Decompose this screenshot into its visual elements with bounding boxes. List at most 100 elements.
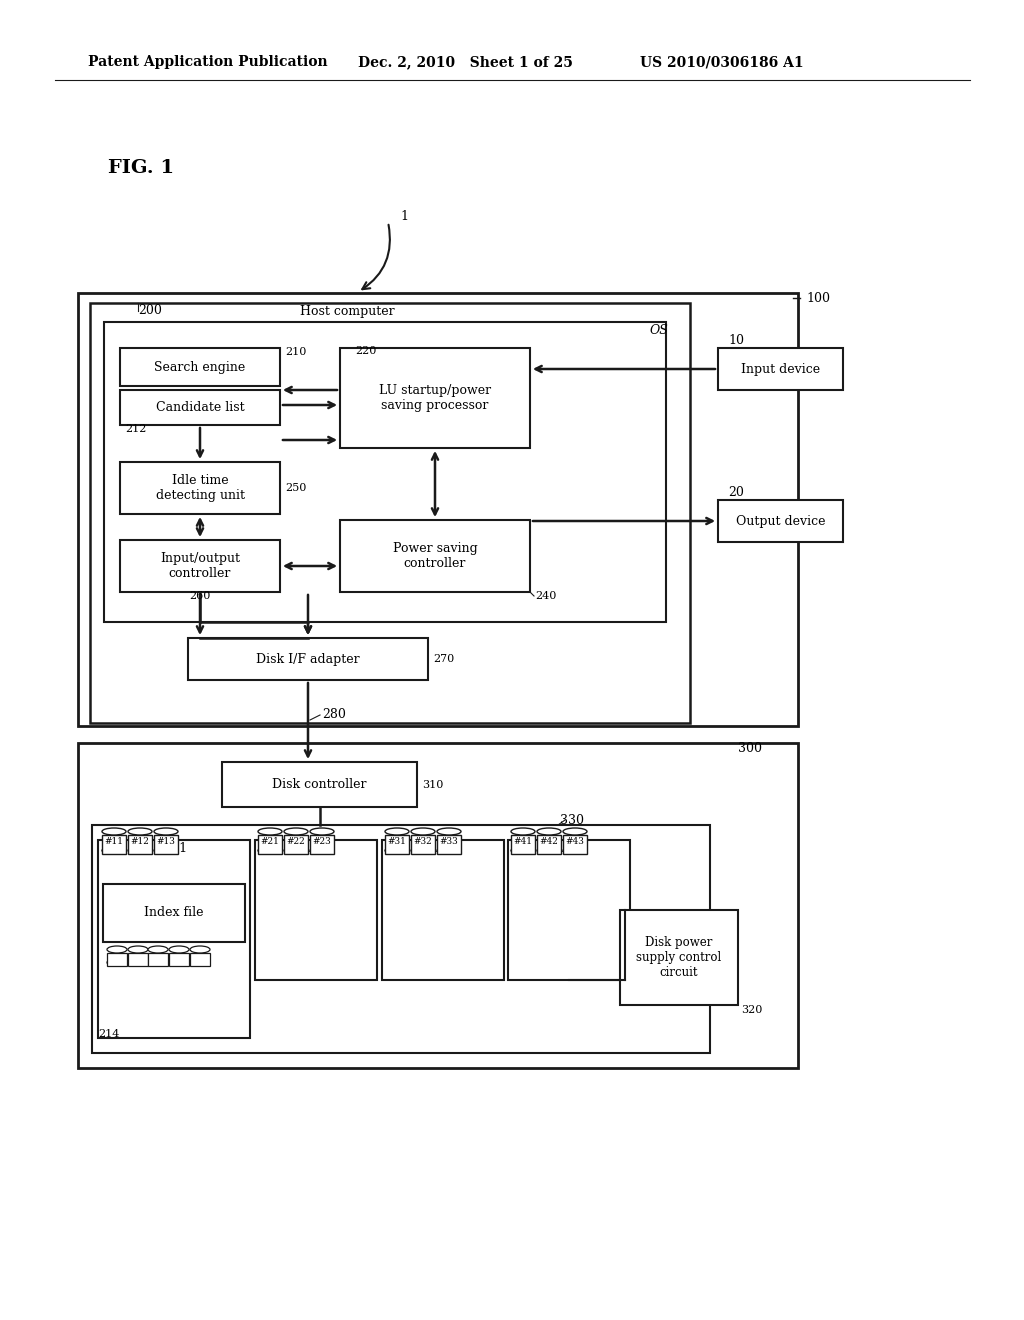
Text: Disk I/F adapter: Disk I/F adapter bbox=[256, 652, 359, 665]
Text: Dec. 2, 2010   Sheet 1 of 25: Dec. 2, 2010 Sheet 1 of 25 bbox=[358, 55, 572, 69]
Bar bbox=[255, 840, 377, 979]
Ellipse shape bbox=[563, 847, 587, 854]
Bar bbox=[437, 836, 461, 854]
Bar bbox=[620, 909, 738, 1005]
Bar bbox=[90, 304, 690, 723]
Text: Patent Application Publication: Patent Application Publication bbox=[88, 55, 328, 69]
Bar bbox=[103, 884, 245, 942]
Text: #33: #33 bbox=[439, 837, 459, 846]
Ellipse shape bbox=[128, 847, 152, 854]
Text: 320: 320 bbox=[741, 1005, 763, 1015]
Text: 260: 260 bbox=[189, 591, 211, 601]
Bar bbox=[340, 348, 530, 447]
Bar bbox=[106, 953, 127, 966]
Text: #23: #23 bbox=[312, 837, 332, 846]
Text: #42: #42 bbox=[540, 837, 558, 846]
Text: 210: 210 bbox=[285, 347, 306, 356]
Text: 270: 270 bbox=[433, 653, 455, 664]
Text: #32: #32 bbox=[414, 837, 432, 846]
Text: #22: #22 bbox=[287, 837, 305, 846]
Bar bbox=[563, 836, 587, 854]
Text: Input device: Input device bbox=[741, 363, 820, 375]
Ellipse shape bbox=[284, 828, 308, 836]
Text: LU4: LU4 bbox=[556, 842, 582, 854]
Bar bbox=[120, 348, 280, 385]
Ellipse shape bbox=[563, 828, 587, 836]
Ellipse shape bbox=[128, 960, 148, 966]
Bar bbox=[382, 840, 504, 979]
Bar bbox=[98, 840, 250, 1038]
Bar bbox=[102, 836, 126, 854]
Bar bbox=[258, 836, 282, 854]
Bar bbox=[92, 825, 710, 1053]
Text: 1: 1 bbox=[400, 210, 408, 223]
Text: 200: 200 bbox=[138, 305, 162, 318]
Bar bbox=[188, 638, 428, 680]
Text: 250: 250 bbox=[285, 483, 306, 492]
Bar bbox=[511, 836, 535, 854]
Text: 240: 240 bbox=[535, 591, 556, 601]
Text: #13: #13 bbox=[157, 837, 175, 846]
Ellipse shape bbox=[102, 847, 126, 854]
Text: #31: #31 bbox=[387, 837, 407, 846]
Text: Output device: Output device bbox=[736, 515, 825, 528]
Text: Disk power
supply control
circuit: Disk power supply control circuit bbox=[636, 936, 722, 979]
Text: 220: 220 bbox=[355, 346, 377, 356]
Text: LU1: LU1 bbox=[161, 842, 187, 854]
Ellipse shape bbox=[310, 847, 334, 854]
Text: 212: 212 bbox=[125, 424, 146, 434]
Ellipse shape bbox=[385, 828, 409, 836]
Ellipse shape bbox=[169, 946, 189, 953]
Bar bbox=[718, 500, 843, 543]
Bar bbox=[128, 953, 148, 966]
Text: 300: 300 bbox=[738, 742, 762, 755]
Text: Disk controller: Disk controller bbox=[272, 777, 367, 791]
Bar bbox=[537, 836, 561, 854]
Ellipse shape bbox=[411, 828, 435, 836]
Bar bbox=[120, 540, 280, 591]
Ellipse shape bbox=[128, 828, 152, 836]
Bar bbox=[284, 836, 308, 854]
Ellipse shape bbox=[169, 960, 189, 966]
Ellipse shape bbox=[437, 828, 461, 836]
Ellipse shape bbox=[310, 828, 334, 836]
Text: OS: OS bbox=[650, 323, 669, 337]
Text: #41: #41 bbox=[513, 837, 532, 846]
Text: 100: 100 bbox=[806, 292, 830, 305]
Bar bbox=[169, 953, 189, 966]
Ellipse shape bbox=[190, 960, 210, 966]
Text: #11: #11 bbox=[104, 837, 124, 846]
Bar bbox=[104, 322, 666, 622]
Bar bbox=[340, 520, 530, 591]
Text: US 2010/0306186 A1: US 2010/0306186 A1 bbox=[640, 55, 804, 69]
Text: 214: 214 bbox=[98, 1030, 120, 1039]
Ellipse shape bbox=[537, 847, 561, 854]
Text: LU startup/power
saving processor: LU startup/power saving processor bbox=[379, 384, 492, 412]
Bar bbox=[120, 462, 280, 513]
Text: 20: 20 bbox=[728, 487, 743, 499]
Ellipse shape bbox=[128, 946, 148, 953]
Text: Idle time
detecting unit: Idle time detecting unit bbox=[156, 474, 245, 502]
Bar bbox=[310, 836, 334, 854]
Text: #43: #43 bbox=[565, 837, 585, 846]
Bar bbox=[120, 389, 280, 425]
Bar bbox=[148, 953, 168, 966]
Bar bbox=[190, 953, 210, 966]
Text: FIG. 1: FIG. 1 bbox=[108, 158, 174, 177]
Ellipse shape bbox=[106, 946, 127, 953]
Text: Index file: Index file bbox=[144, 907, 204, 920]
Bar bbox=[411, 836, 435, 854]
Ellipse shape bbox=[537, 828, 561, 836]
Ellipse shape bbox=[154, 847, 178, 854]
Text: Host computer: Host computer bbox=[300, 305, 394, 318]
Bar bbox=[385, 836, 409, 854]
Ellipse shape bbox=[148, 960, 168, 966]
Text: Candidate list: Candidate list bbox=[156, 401, 245, 414]
Text: Search engine: Search engine bbox=[155, 360, 246, 374]
Ellipse shape bbox=[148, 946, 168, 953]
Bar bbox=[718, 348, 843, 389]
Bar bbox=[154, 836, 178, 854]
Bar bbox=[78, 293, 798, 726]
Ellipse shape bbox=[511, 828, 535, 836]
Text: LU3: LU3 bbox=[430, 842, 456, 854]
